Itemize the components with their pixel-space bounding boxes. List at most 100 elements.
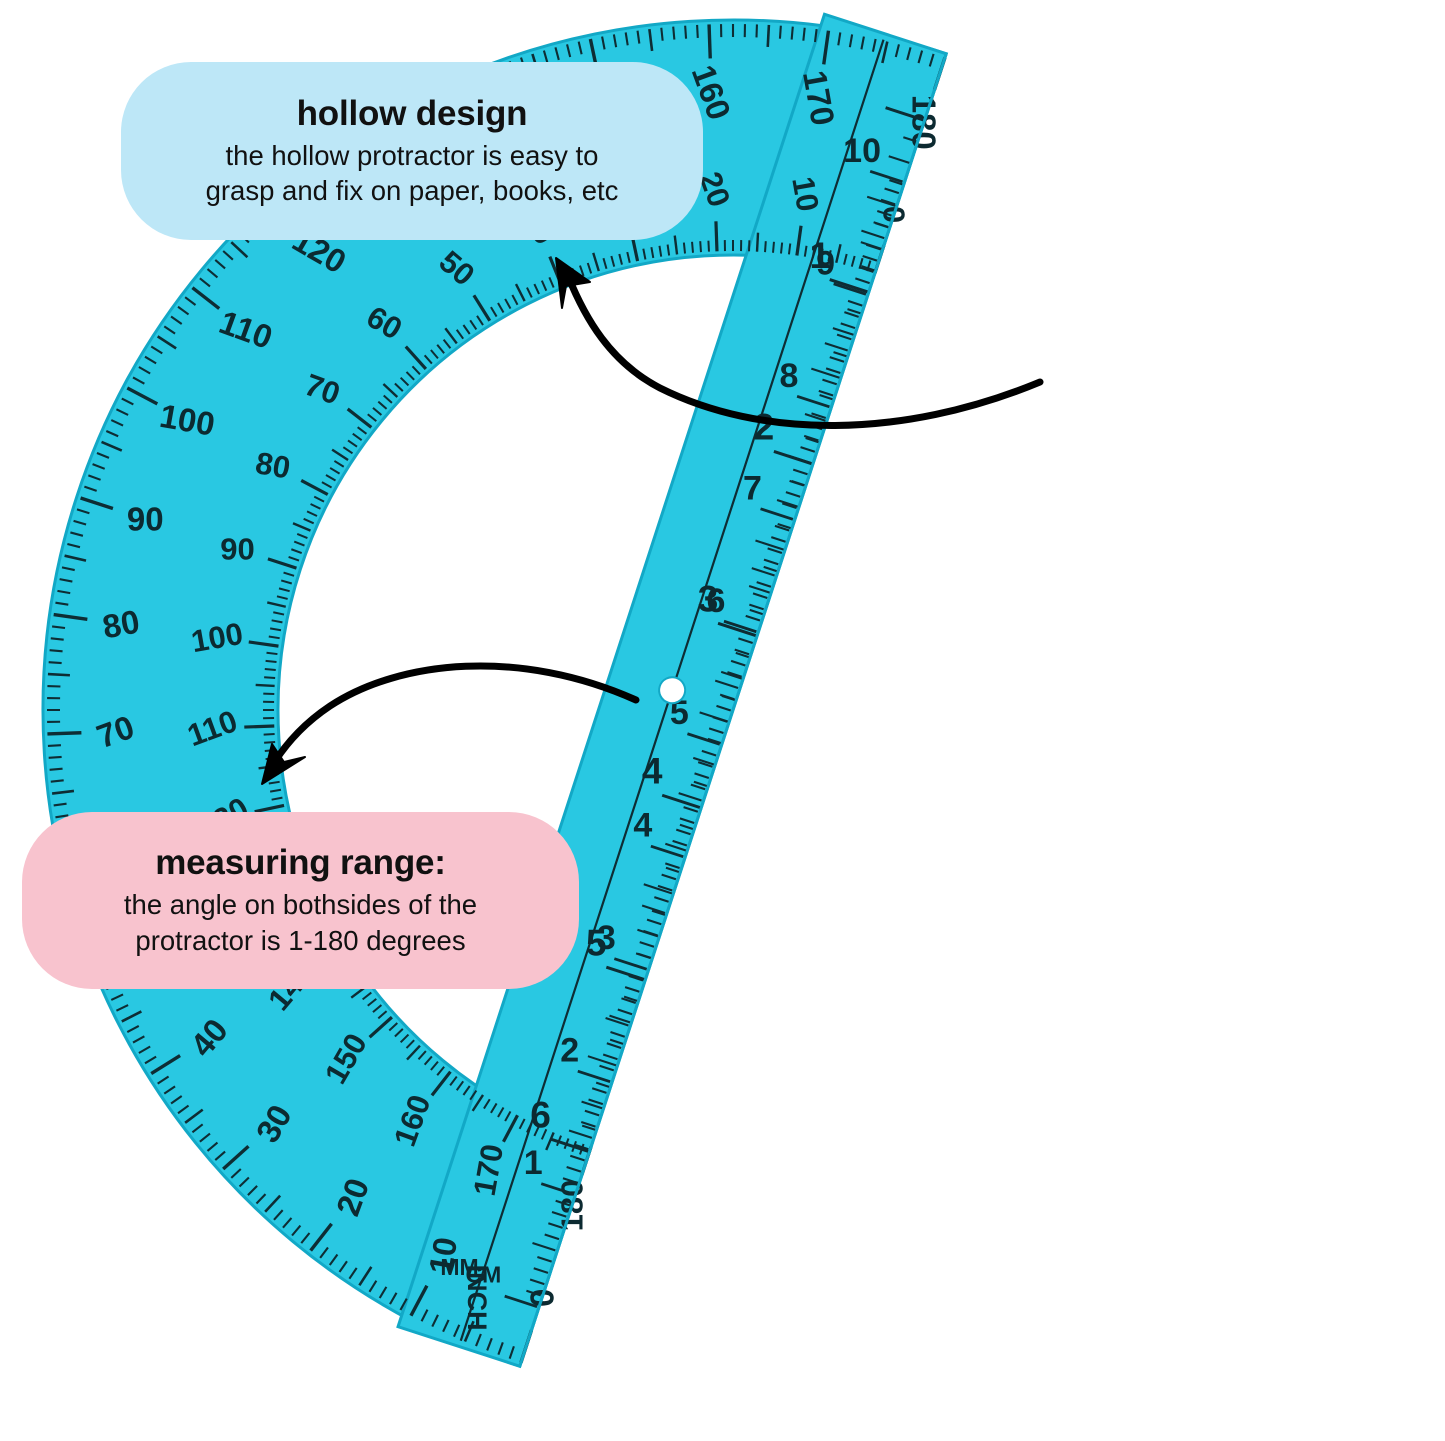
- degree-tick-outer: [57, 589, 71, 595]
- cm-tick: [624, 986, 640, 993]
- degree-tick-outer: [238, 1176, 250, 1188]
- cm-number: 2: [560, 1032, 579, 1070]
- degree-tick-outer: [368, 1280, 378, 1293]
- inch-tick: [888, 155, 911, 165]
- cm-tick: [657, 884, 673, 892]
- degree-tick-outer: [47, 685, 61, 688]
- cm-number: 6: [706, 582, 725, 620]
- degree-tick-outer: [399, 1298, 408, 1311]
- cm-tick: [716, 704, 732, 712]
- cm-tick: [532, 1241, 556, 1252]
- degree-tick-inner: [449, 1075, 458, 1086]
- degree-tick-outer: [731, 23, 735, 37]
- degree-tick-inner: [666, 244, 671, 256]
- degree-tick-outer: [766, 24, 771, 47]
- degree-tick-inner: [357, 426, 368, 435]
- cm-tick: [661, 873, 677, 881]
- degree-tick-inner: [296, 533, 308, 539]
- degree-tick-outer: [881, 41, 889, 64]
- cm-tick: [861, 229, 885, 240]
- degree-tick-outer: [170, 1095, 183, 1105]
- cm-number: 8: [780, 357, 799, 395]
- cm-tick: [672, 839, 688, 847]
- degree-tick-outer: [672, 26, 676, 40]
- degree-tick-inner: [278, 587, 290, 593]
- degree-tick-inner: [658, 245, 663, 257]
- degree-tick-inner: [462, 324, 471, 335]
- degree-tick-outer: [49, 767, 63, 771]
- degree-tick-outer: [648, 28, 654, 52]
- inch-tick: [693, 780, 708, 788]
- degree-tick-inner: [264, 676, 276, 679]
- degree-tick-outer: [47, 672, 70, 677]
- degree-tick-inner: [618, 253, 623, 265]
- cm-tick: [824, 342, 849, 352]
- degree-tick-inner: [268, 635, 280, 640]
- degree-tick-outer: [378, 1286, 388, 1299]
- cm-tick: [884, 187, 900, 195]
- inch-tick: [829, 278, 869, 294]
- degree-tick-inner: [526, 1122, 533, 1133]
- cm-tick: [683, 806, 699, 813]
- degree-tick-outer: [50, 779, 64, 783]
- callout-hollow-line-1: the hollow protractor is easy to: [225, 139, 599, 171]
- cm-tick: [540, 1182, 575, 1196]
- inch-tick: [643, 883, 673, 895]
- cm-tick: [800, 446, 816, 453]
- cm-tick: [568, 1129, 593, 1139]
- degree-tick-inner: [321, 481, 333, 489]
- degree-tick-inner: [455, 329, 465, 340]
- degree-tick-inner: [673, 235, 679, 255]
- degree-tick-outer: [497, 1342, 504, 1355]
- degree-tick-outer: [177, 1104, 190, 1115]
- degree-tick-outer: [132, 376, 145, 385]
- degree-tick-outer: [300, 1232, 311, 1244]
- degree-tick-inner: [347, 439, 358, 448]
- degree-tick-inner: [699, 241, 702, 253]
- degree-tick-outer: [55, 601, 69, 606]
- cm-tick: [756, 581, 772, 588]
- degree-tick-inner: [411, 365, 421, 375]
- inch-unit-label: INCH: [462, 1265, 492, 1331]
- degree-tick-inner: [497, 1107, 505, 1118]
- degree-tick-inner: [248, 640, 279, 648]
- degree-tick-outer: [84, 485, 98, 492]
- degree-tick-outer: [199, 277, 211, 288]
- inch-tick: [587, 1055, 617, 1067]
- arrow-to-hollow-design: [555, 257, 1044, 429]
- degree-tick-outer: [47, 720, 61, 724]
- cm-tick: [617, 1008, 633, 1016]
- cm-tick: [862, 254, 878, 262]
- degree-tick-inner: [511, 294, 519, 306]
- inch-tick: [860, 241, 883, 250]
- cm-tick: [781, 502, 797, 510]
- cm-tick: [708, 727, 724, 734]
- degree-tick-outer: [80, 496, 114, 511]
- inch-tick: [889, 179, 904, 186]
- degree-tick-inner: [714, 221, 719, 252]
- degree-tick-inner: [280, 579, 293, 585]
- cm-tick: [858, 266, 874, 273]
- inch-scale-group: 1 2 3 4 5 6 INCH: [462, 106, 925, 1331]
- degree-tick-outer: [743, 24, 747, 38]
- cm-tick: [727, 671, 743, 678]
- degree-tick-inner: [490, 306, 498, 318]
- degree-tick-outer: [48, 755, 62, 759]
- callout-range-title: measuring range:: [155, 843, 446, 883]
- cm-tick: [687, 732, 721, 746]
- cm-tick: [840, 322, 856, 330]
- cm-number: 1: [524, 1144, 543, 1182]
- degree-tick-inner: [476, 315, 484, 326]
- degree-tick-outer: [67, 543, 81, 549]
- degree-tick-inner: [455, 1080, 465, 1091]
- inch-tick: [832, 327, 855, 336]
- cm-tick: [730, 659, 746, 667]
- cm-tick: [533, 1267, 549, 1274]
- degree-tick-outer: [601, 36, 606, 50]
- degree-tick-outer: [409, 1284, 429, 1317]
- degree-tick-inner: [533, 1125, 540, 1137]
- degree-tick-inner: [264, 668, 276, 671]
- cm-tick: [610, 1031, 626, 1038]
- degree-tick-outer: [110, 419, 124, 427]
